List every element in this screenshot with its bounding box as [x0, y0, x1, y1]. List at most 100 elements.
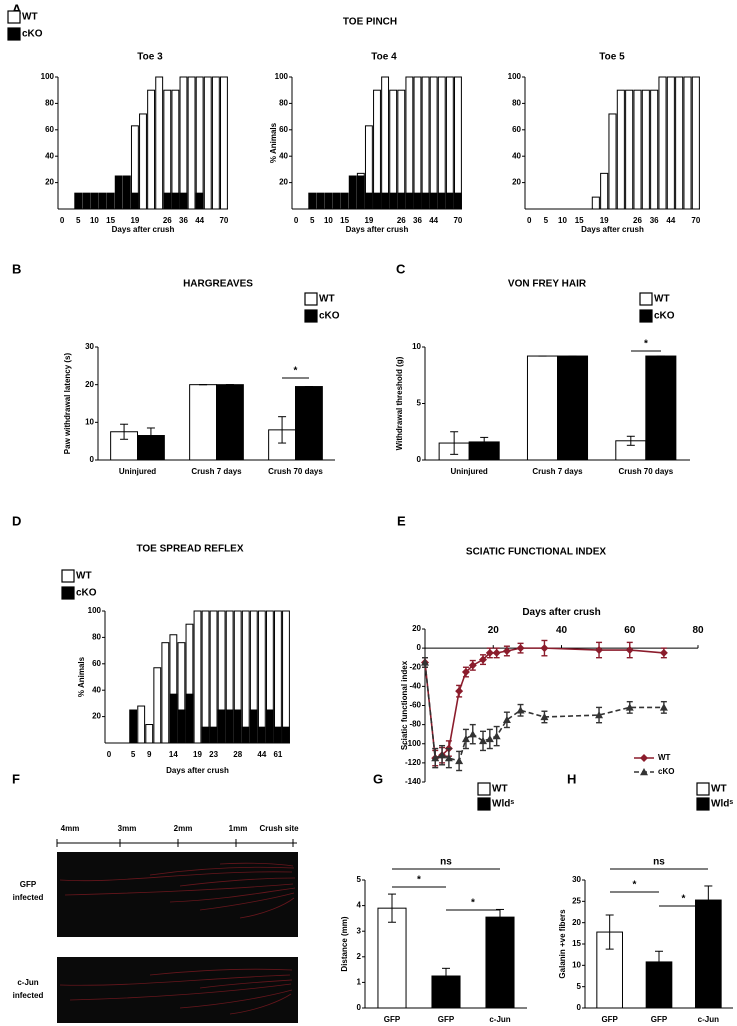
y-tick-label: -80 [409, 720, 421, 729]
legend-label: WT [76, 571, 92, 582]
marker [595, 711, 604, 719]
significance-label: * [471, 898, 475, 909]
micrograph [57, 957, 298, 1023]
bar [332, 192, 341, 210]
bar [437, 192, 446, 210]
bar [683, 76, 692, 210]
row-label: infected [13, 991, 44, 1000]
bar [129, 709, 138, 744]
bar [650, 89, 659, 210]
bar [485, 916, 515, 1009]
panel-letter: B [12, 261, 21, 276]
significance-label: * [682, 894, 686, 905]
bar [437, 76, 446, 210]
y-tick-label: 5 [577, 982, 582, 991]
panel-letter: A [12, 1, 22, 16]
subplot-title: Toe 3 [137, 52, 163, 63]
marker [444, 754, 453, 762]
marker [516, 706, 525, 714]
bar [295, 386, 323, 461]
bar [241, 610, 250, 744]
y-tick-label: 20 [512, 178, 521, 187]
bar [201, 726, 210, 744]
marker [659, 648, 668, 657]
x-tick-label: Crush 7 days [532, 467, 583, 476]
bar [445, 192, 454, 210]
bar [249, 709, 258, 744]
bar [641, 89, 650, 210]
bar [364, 192, 373, 210]
x-tick-label: 15 [575, 216, 584, 225]
legend-label: cKO [658, 767, 674, 776]
legend-swatch [639, 309, 653, 323]
legend-label: WT [319, 294, 335, 305]
y-tick-label: 40 [512, 151, 521, 160]
scale-label: 2mm [174, 824, 193, 833]
legend-label: WT [492, 784, 508, 795]
y-tick-label: 80 [279, 99, 288, 108]
bar [454, 192, 462, 210]
bar [316, 192, 325, 210]
y-tick-label: 60 [45, 125, 54, 134]
bar [625, 89, 634, 210]
bar [666, 76, 675, 210]
x-tick-label: Crush 70 days [618, 467, 673, 476]
x-axis-label: Days after crush [166, 766, 229, 775]
bar [130, 192, 139, 210]
y-tick-label: 80 [512, 99, 521, 108]
legend-swatch [696, 782, 710, 796]
bar [193, 610, 202, 744]
x-tick-label: 40 [556, 625, 568, 636]
y-tick-label: -120 [405, 758, 422, 767]
x-tick-label: 9 [147, 750, 152, 759]
y-tick-label: 20 [45, 178, 54, 187]
x-tick-label: 19 [364, 216, 373, 225]
y-tick-label: 1 [357, 978, 362, 987]
y-axis-label: % Animals [269, 122, 278, 163]
marker [421, 658, 429, 666]
bar [413, 76, 422, 210]
panel-letter: G [373, 771, 383, 786]
y-tick-label: 60 [279, 125, 288, 134]
bar [373, 89, 381, 210]
chart-title: SCIATIC FUNCTIONAL INDEX [466, 547, 607, 558]
row-label: GFP [20, 880, 37, 889]
bar [381, 76, 390, 210]
marker [455, 756, 464, 765]
bar [421, 76, 430, 210]
bar [233, 709, 242, 744]
bar [169, 693, 178, 744]
bar [405, 192, 414, 210]
bar [282, 726, 290, 744]
legend-swatch [7, 10, 21, 24]
bar [137, 705, 146, 744]
y-tick-label: 100 [508, 72, 522, 81]
bar [608, 113, 617, 210]
panel-letter: H [567, 771, 576, 786]
panel-letter: F [12, 771, 20, 786]
marker [468, 730, 477, 738]
y-tick-label: 80 [45, 99, 54, 108]
legend-label: WT [658, 753, 671, 762]
y-tick-label: 10 [412, 342, 421, 351]
bar [171, 89, 180, 210]
y-tick-label: 40 [92, 685, 101, 694]
x-tick-label: 70 [219, 216, 228, 225]
marker [479, 655, 488, 664]
bar [216, 384, 244, 461]
bar [189, 384, 217, 461]
bar [163, 192, 172, 210]
x-tick-label: 19 [193, 750, 202, 759]
y-axis-label: Distance (mm) [340, 916, 349, 971]
marker [502, 646, 511, 655]
subplot-title: Toe 5 [599, 52, 625, 63]
bar [139, 113, 147, 210]
row-label: infected [13, 893, 44, 902]
bar [526, 355, 559, 461]
bar [389, 89, 398, 210]
bar [421, 192, 430, 210]
significance-label: * [417, 875, 421, 886]
y-axis-label: Sciatic functional index [400, 660, 409, 750]
x-axis-label: Days after crush [522, 607, 600, 618]
